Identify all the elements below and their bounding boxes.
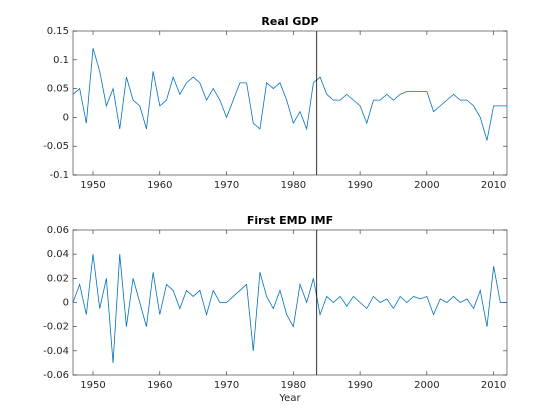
- x-tick-label: 1950: [80, 380, 105, 391]
- x-tick-label: 1980: [281, 180, 306, 191]
- x-tick-label: 1950: [80, 180, 105, 191]
- chart-title: First EMD IMF: [247, 214, 333, 227]
- y-tick-label: 0.02: [47, 273, 69, 284]
- y-tick-label: 0.06: [47, 225, 69, 236]
- plot-area: [72, 229, 508, 376]
- x-tick-label: 1980: [281, 380, 306, 391]
- x-tick-label: 1970: [214, 380, 239, 391]
- y-tick-label: 0.1: [53, 55, 69, 66]
- y-tick-label: 0.04: [47, 249, 69, 260]
- chart-title: Real GDP: [261, 15, 318, 28]
- y-tick-label: 0: [63, 298, 69, 309]
- x-tick-label: 2010: [481, 380, 506, 391]
- x-tick-label: 1970: [214, 180, 239, 191]
- x-tick-label: 1990: [347, 380, 372, 391]
- x-tick-label: 1960: [147, 180, 172, 191]
- y-tick-label: 0: [63, 112, 69, 123]
- y-tick-label: -0.06: [43, 370, 69, 381]
- x-tick-label: 2010: [481, 180, 506, 191]
- data-line: [72, 48, 507, 141]
- plot-area: [72, 30, 508, 176]
- x-tick-label: 1990: [347, 180, 372, 191]
- x-tick-label: 2000: [414, 380, 439, 391]
- y-tick-label: -0.05: [43, 141, 69, 152]
- y-tick-label: 0.05: [47, 84, 69, 95]
- x-axis-label: Year: [278, 393, 301, 404]
- y-tick-label: -0.02: [43, 322, 69, 333]
- y-tick-label: -0.04: [43, 346, 69, 357]
- x-tick-label: 1960: [147, 380, 172, 391]
- y-tick-label: 0.15: [47, 26, 69, 37]
- y-tick-label: -0.1: [49, 170, 69, 181]
- data-line: [72, 254, 507, 363]
- x-tick-label: 2000: [414, 180, 439, 191]
